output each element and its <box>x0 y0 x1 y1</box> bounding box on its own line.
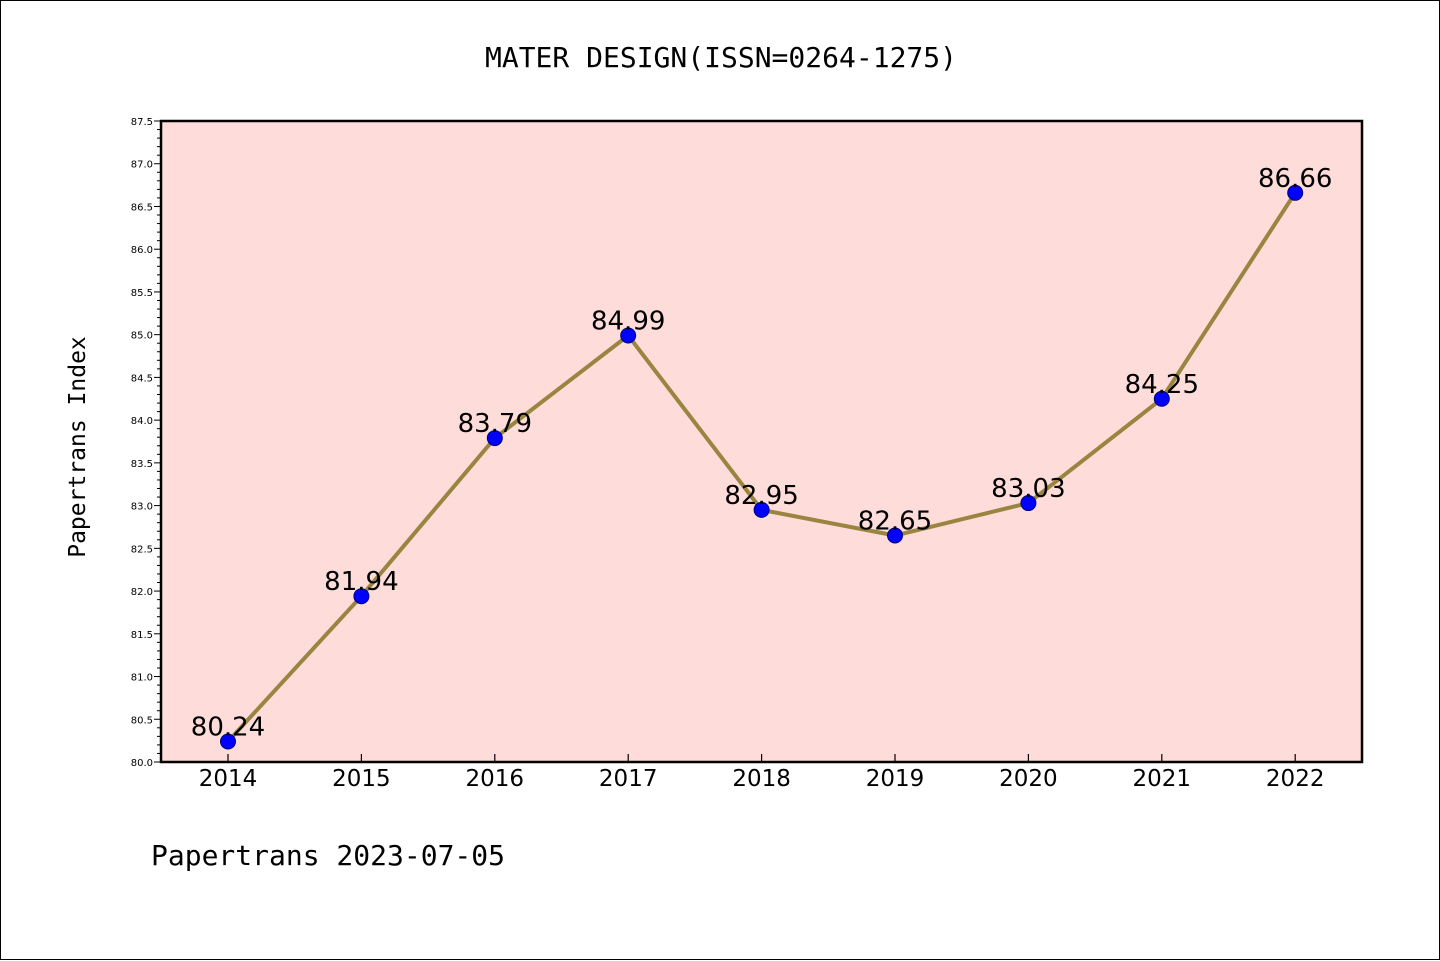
y-tick-label: 83.0 <box>131 502 153 513</box>
data-point-marker <box>1020 495 1037 512</box>
plot-area <box>161 121 1362 762</box>
data-value-label: 84.99 <box>591 307 665 337</box>
data-point-marker <box>1153 390 1170 407</box>
data-point-marker <box>887 527 903 544</box>
x-tick-label: 2018 <box>732 766 791 792</box>
y-tick-label: 82.0 <box>131 587 153 598</box>
x-tick-label: 2020 <box>999 766 1058 792</box>
x-tick-label: 2022 <box>1266 766 1325 792</box>
data-point-marker <box>486 430 503 447</box>
x-axis: 2014 2015 2016 2017 2018 2019 2020 2021 2022 <box>199 754 1325 792</box>
data-point-marker <box>353 588 370 605</box>
footer-text: Papertrans 2023-07-05 <box>151 839 505 872</box>
y-tick-label: 84.0 <box>131 416 153 427</box>
data-point-marker <box>753 501 770 518</box>
data-value-label: 82.65 <box>858 507 932 537</box>
y-tick-label: 80.0 <box>131 758 153 769</box>
chart-title: MATER DESIGN(ISSN=0264-1275) <box>485 41 957 74</box>
x-tick-label: 2019 <box>866 766 925 792</box>
data-point-marker <box>620 327 637 344</box>
data-value-label: 82.95 <box>724 481 798 511</box>
y-tick-label: 81.0 <box>131 673 153 684</box>
y-axis: 80.0 80.5 81.0 81.5 82.0 82.5 83.0 83.5 84.0 84.5… <box>131 117 161 769</box>
data-value-label: 83.79 <box>458 409 532 439</box>
y-tick-label: 87.5 <box>131 117 153 128</box>
y-tick-label: 80.5 <box>131 715 153 726</box>
plot-border <box>159 119 1364 764</box>
data-point-marker <box>1287 184 1304 201</box>
y-tick-label: 86.0 <box>131 245 153 256</box>
data-value-label: 81.94 <box>324 567 398 597</box>
y-tick-label: 81.5 <box>131 630 153 641</box>
x-tick-label: 2021 <box>1133 766 1192 792</box>
y-tick-label: 84.5 <box>131 373 153 384</box>
data-value-label: 86.66 <box>1258 164 1332 194</box>
y-tick-label: 86.5 <box>131 202 153 213</box>
y-tick-label: 83.5 <box>131 459 153 470</box>
y-tick-label: 85.5 <box>131 288 153 299</box>
x-tick-label: 2017 <box>599 766 658 792</box>
data-markers <box>220 184 1304 750</box>
data-value-label: 80.24 <box>191 712 265 742</box>
x-tick-label: 2015 <box>332 766 391 792</box>
y-tick-label: 87.0 <box>131 160 153 171</box>
data-value-label: 83.03 <box>991 474 1065 504</box>
data-labels: 80.24 81.94 83.79 84.99 82.95 82.65 83.03 84.25… <box>191 164 1333 743</box>
data-point-marker <box>220 733 236 750</box>
x-tick-label: 2014 <box>199 766 258 792</box>
data-value-label: 84.25 <box>1125 370 1199 400</box>
y-tick-label: 82.5 <box>131 544 153 555</box>
y-axis-label: Papertrans Index <box>65 336 91 558</box>
x-tick-label: 2016 <box>466 766 525 792</box>
y-tick-label: 85.0 <box>131 331 153 342</box>
